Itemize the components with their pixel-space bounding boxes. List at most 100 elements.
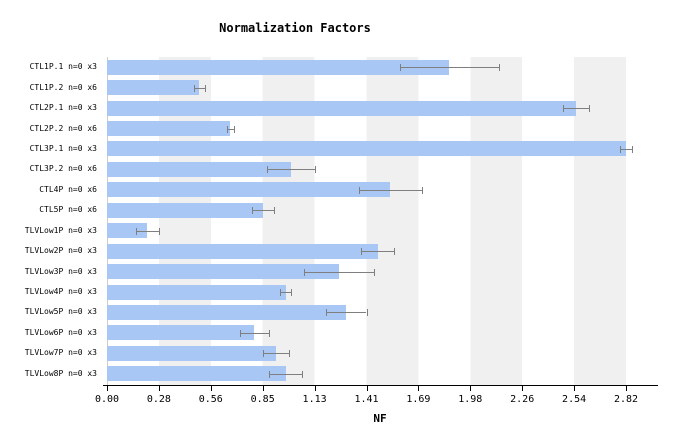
y-axis-label: TLVLow5P n=0 x3 <box>24 307 97 317</box>
error-bar-cap <box>263 350 265 358</box>
x-tick-label: 1.41 <box>354 394 379 405</box>
y-axis-label: CTL2P.1 n=0 x3 <box>29 103 97 113</box>
error-bar-cap <box>302 370 304 378</box>
error-bar-cap <box>399 64 401 72</box>
error-bar-cap <box>373 268 375 276</box>
error-bar <box>360 251 395 253</box>
error-bar <box>303 271 374 273</box>
x-tick-label: 0.85 <box>250 394 275 405</box>
x-tick-label: 1.13 <box>302 394 327 405</box>
error-bar-cap <box>303 268 305 276</box>
error-bar <box>136 230 159 232</box>
error-bar-cap <box>239 329 241 337</box>
error-bar <box>268 373 303 375</box>
error-bar <box>193 87 205 89</box>
x-tick-label: 0.56 <box>198 394 223 405</box>
x-tick <box>470 386 472 391</box>
y-axis-label: TLVLow3P n=0 x3 <box>24 266 97 276</box>
error-bar-cap <box>252 207 254 215</box>
error-bar <box>239 332 269 334</box>
x-tick <box>522 386 524 391</box>
x-tick-label: 2.54 <box>562 394 587 405</box>
x-tick <box>262 386 264 391</box>
bar <box>107 100 577 116</box>
y-axis-label: TLVLow2P n=0 x3 <box>24 246 97 256</box>
bar <box>107 325 255 341</box>
error-bar-cap <box>136 227 138 235</box>
y-axis-label: CTL5P n=0 x6 <box>39 205 97 215</box>
bar <box>107 202 264 218</box>
error-bar-cap <box>314 166 316 174</box>
error-bar <box>263 353 290 355</box>
error-bar <box>226 128 234 130</box>
error-bar <box>280 292 292 294</box>
error-bar-cap <box>589 105 591 113</box>
error-bar-cap <box>421 186 423 194</box>
y-axis-label: CTL1P.2 n=0 x6 <box>29 82 97 92</box>
error-bar <box>399 67 499 69</box>
error-bar-cap <box>204 84 206 92</box>
y-axis-label: TLVLow4P n=0 x3 <box>24 287 97 297</box>
error-bar-cap <box>280 289 281 297</box>
error-bar-cap <box>274 207 276 215</box>
x-tick <box>210 386 212 391</box>
bar <box>107 284 286 300</box>
error-bar <box>359 189 422 191</box>
error-bar-cap <box>620 145 622 153</box>
y-axis-label: CTL1P.1 n=0 x3 <box>29 62 97 72</box>
y-axis-label: TLVLow7P n=0 x3 <box>24 348 97 358</box>
bar <box>107 304 347 320</box>
x-tick <box>107 386 108 391</box>
error-bar <box>252 210 275 212</box>
bar <box>107 366 286 382</box>
x-tick-label: 1.98 <box>458 394 483 405</box>
error-bar-cap <box>193 84 195 92</box>
zero-gridline <box>107 57 108 385</box>
bar <box>107 59 450 75</box>
error-bar-cap <box>226 125 228 133</box>
y-axis-label: TLVLow1P n=0 x3 <box>24 225 97 235</box>
error-bar-cap <box>268 329 270 337</box>
bar <box>107 264 339 280</box>
error-bar-cap <box>268 370 270 378</box>
x-axis-title: NF <box>373 412 387 425</box>
y-axis-label: CTL2P.2 n=0 x6 <box>29 123 97 133</box>
x-tick <box>574 386 576 391</box>
error-bar-cap <box>289 350 291 358</box>
y-axis-label: TLVLow6P n=0 x3 <box>24 327 97 337</box>
error-bar-cap <box>499 64 500 72</box>
error-bar-cap <box>394 248 396 256</box>
error-bar <box>620 148 632 150</box>
x-tick-label: 2.26 <box>510 394 535 405</box>
chart-title: Normalization Factors <box>219 21 371 35</box>
error-bar-cap <box>366 309 368 317</box>
bar <box>107 141 626 157</box>
x-tick <box>626 386 627 391</box>
x-tick-label: 0.00 <box>94 394 120 405</box>
error-bar-cap <box>233 125 235 133</box>
error-bar-cap <box>360 248 362 256</box>
x-tick-label: 1.69 <box>406 394 431 405</box>
error-bar-cap <box>267 166 269 174</box>
x-tick <box>418 386 420 391</box>
bar <box>107 80 200 96</box>
error-bar <box>326 312 367 314</box>
error-bar <box>267 169 315 171</box>
x-tick-label: 0.28 <box>146 394 171 405</box>
x-axis-line <box>103 385 658 386</box>
y-axis-label: TLVLow8P n=0 x3 <box>24 368 97 378</box>
y-axis-label: CTL3P.1 n=0 x3 <box>29 143 97 153</box>
bar <box>107 182 391 198</box>
y-axis-label: CTL4P n=0 x6 <box>39 184 97 194</box>
error-bar <box>563 108 590 110</box>
x-tick <box>366 386 368 391</box>
x-tick-label: 2.82 <box>613 394 639 405</box>
y-axis-label: CTL3P.2 n=0 x6 <box>29 164 97 174</box>
error-bar-cap <box>563 105 565 113</box>
bar <box>107 121 231 137</box>
x-tick <box>158 386 160 391</box>
error-bar-cap <box>631 145 633 153</box>
bar <box>107 161 292 177</box>
bar <box>107 243 378 259</box>
